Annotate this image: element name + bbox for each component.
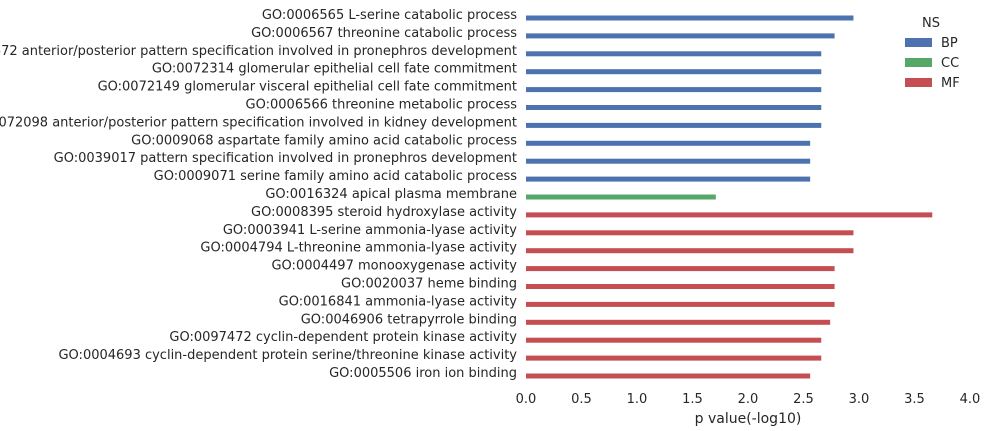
bar-17 (526, 301, 835, 307)
x-tick-label: 3.5 (904, 392, 925, 407)
x-tick-label: 2.0 (738, 392, 759, 407)
category-label: GO:0072149 glomerular visceral epithelia… (98, 80, 517, 95)
category-label: GO:0009071 serine family amino acid cata… (154, 169, 518, 184)
category-label: GO:0016841 ammonia-lyase activity (279, 294, 518, 309)
x-tick-label: 3.0 (849, 392, 870, 407)
bar-5 (526, 87, 822, 93)
category-label: GO:0006566 threonine metabolic process (246, 98, 518, 113)
legend-swatch-cc (905, 58, 932, 67)
x-axis-title: p value(-log10) (695, 411, 802, 427)
category-label: GO:0034672 anterior/posterior pattern sp… (0, 44, 517, 59)
category-label: GO:0020037 heme binding (341, 277, 517, 292)
category-labels: GO:0006565 L-serine catabolic process GO:… (0, 8, 517, 381)
legend: NS BP CC MF (905, 16, 960, 91)
bar-11 (526, 194, 716, 200)
bar-12 (526, 212, 933, 218)
bar-7 (526, 122, 822, 128)
category-label: GO:0004497 monooxygenase activity (271, 259, 517, 274)
bar-2 (526, 33, 835, 39)
legend-entries: BP CC MF (905, 36, 960, 91)
x-tick-label: 4.0 (960, 392, 981, 407)
bar-13 (526, 230, 854, 236)
category-label: GO:0004693 cyclin-dependent protein seri… (58, 348, 517, 363)
category-label: GO:0097472 cyclin-dependent protein kina… (169, 330, 517, 345)
bar-4 (526, 69, 822, 75)
category-label: GO:0046906 tetrapyrrole binding (301, 312, 517, 327)
category-label: GO:0016324 apical plasma membrane (265, 187, 517, 202)
bar-group (526, 15, 933, 379)
bar-21 (526, 373, 811, 379)
category-label: GO:0006565 L-serine catabolic process (262, 8, 517, 23)
bar-6 (526, 105, 822, 110)
bar-19 (526, 337, 822, 343)
legend-swatch-mf (905, 78, 932, 87)
bar-20 (526, 355, 822, 361)
bar-3 (526, 51, 822, 57)
legend-title: NS (922, 16, 940, 31)
category-label: GO:0009068 aspartate family amino acid c… (131, 133, 517, 148)
category-label: GO:0072098 anterior/posterior pattern sp… (0, 115, 517, 130)
bar-18 (526, 319, 831, 325)
bar-9 (526, 158, 811, 164)
category-label: GO:0003941 L-serine ammonia-lyase activi… (223, 223, 517, 238)
x-axis-ticks: 0.0 0.5 1.0 1.5 2.0 2.5 3.0 3.5 4.0 (516, 392, 981, 407)
x-tick-label: 1.5 (682, 392, 703, 407)
category-label: GO:0006567 threonine catabolic process (251, 26, 517, 41)
x-tick-label: 0.0 (516, 392, 537, 407)
category-label: GO:0039017 pattern specification involve… (54, 151, 517, 166)
x-tick-label: 1.0 (627, 392, 648, 407)
x-tick-label: 2.5 (793, 392, 814, 407)
bar-15 (526, 266, 835, 272)
legend-label-cc: CC (941, 56, 959, 71)
x-tick-label: 0.5 (571, 392, 592, 407)
bar-1 (526, 15, 854, 21)
legend-label-mf: MF (941, 76, 960, 91)
category-label: GO:0005506 iron ion binding (329, 366, 517, 381)
bar-16 (526, 284, 835, 289)
bar-10 (526, 176, 811, 182)
bar-8 (526, 140, 811, 146)
category-label: GO:0008395 steroid hydroxylase activity (251, 205, 517, 220)
category-label: GO:0072314 glomerular epithelial cell fa… (152, 62, 517, 77)
bar-14 (526, 248, 854, 254)
category-label: GO:0004794 L-threonine ammonia-lyase act… (200, 241, 517, 256)
legend-swatch-bp (905, 38, 932, 47)
legend-label-bp: BP (941, 36, 958, 51)
